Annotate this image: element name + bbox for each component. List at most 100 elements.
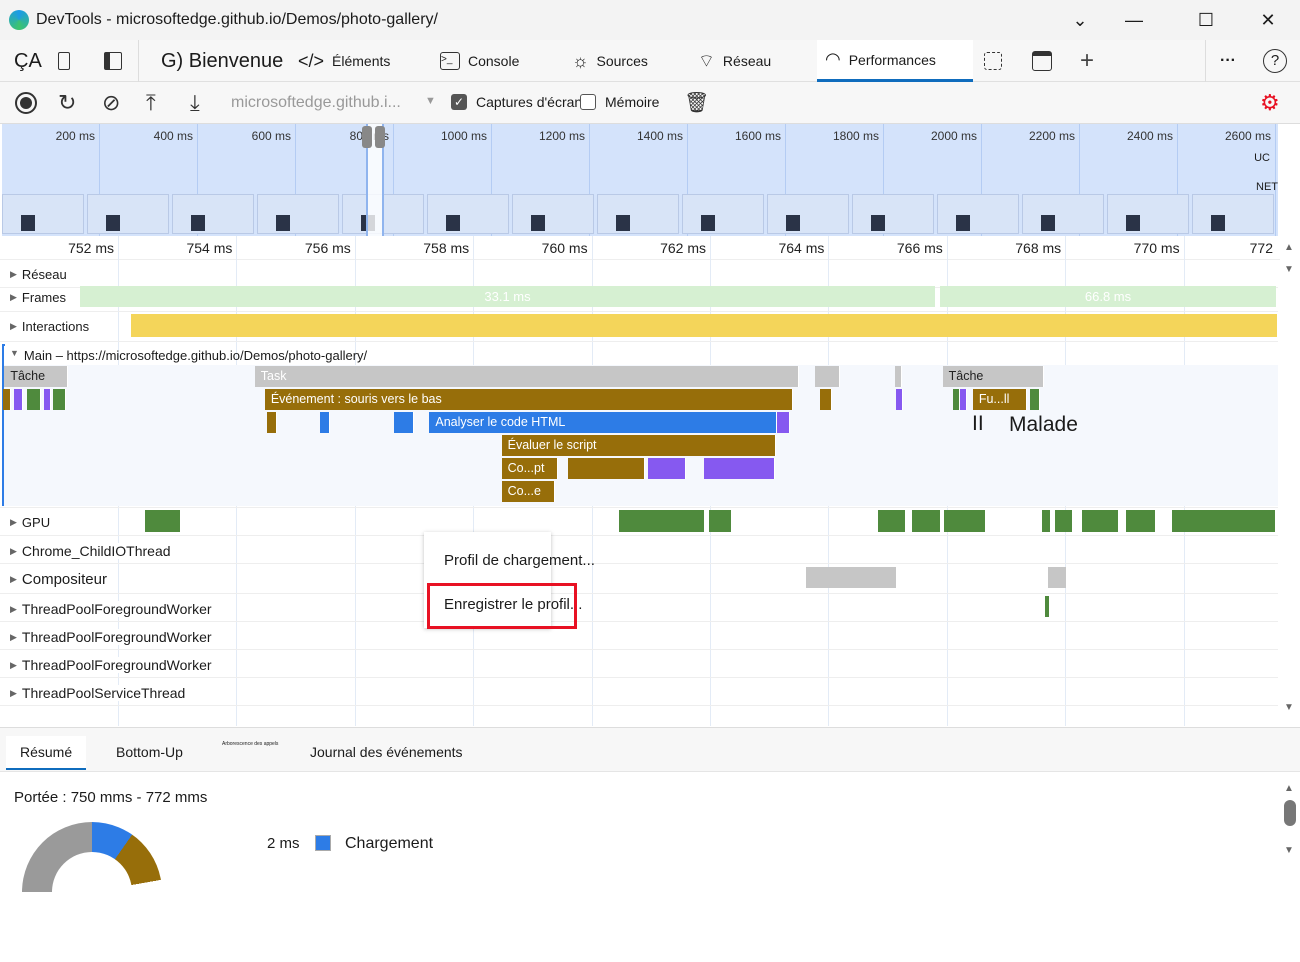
track-compositor[interactable]: ▶ Compositeur (0, 564, 1278, 594)
flame-event[interactable] (567, 458, 645, 479)
flame-event[interactable]: Co...pt (501, 458, 558, 479)
menu-item-save-profile[interactable]: Enregistrer le profil... (444, 596, 583, 613)
flame-event[interactable] (647, 458, 687, 479)
scroll-down-icon[interactable]: ▼ (1284, 702, 1294, 713)
interaction-bar[interactable] (131, 314, 1277, 337)
tab-network[interactable]: ⌔ Réseau (698, 40, 771, 82)
memory-chip-icon[interactable] (984, 40, 1002, 82)
track-interactions[interactable]: ▶ Interactions (0, 312, 1278, 342)
upload-profile-button[interactable]: ⤒ (146, 90, 156, 115)
flame-event[interactable] (896, 389, 904, 410)
track-threadpool-service[interactable]: ▶ ThreadPoolServiceThread (0, 678, 1278, 706)
flame-event[interactable] (952, 389, 960, 410)
flame-event[interactable] (1029, 389, 1041, 410)
gpu-event[interactable] (911, 510, 940, 532)
track-threadpool-2[interactable]: ▶ ThreadPoolForegroundWorker (0, 622, 1278, 650)
expand-icon[interactable]: ▶ (10, 321, 17, 331)
flame-chart[interactable]: Tâche Task Tâche Événement : souris vers le… (0, 366, 1278, 506)
close-button[interactable]: ✕ (1260, 10, 1276, 30)
scroll-down-icon[interactable]: ▼ (1284, 845, 1294, 856)
screenshot-thumbnail[interactable] (682, 194, 764, 234)
overview-selection[interactable] (366, 124, 384, 236)
gpu-event[interactable] (1125, 510, 1156, 532)
screenshot-thumbnail[interactable] (87, 194, 169, 234)
more-options-button[interactable]: ··· (1220, 52, 1236, 69)
gpu-event[interactable] (619, 510, 705, 532)
track-frames[interactable]: 33.1 ms 66.8 ms ▶ Frames (0, 284, 1278, 312)
scroll-up-icon[interactable]: ▲ (1284, 783, 1294, 794)
expand-icon[interactable]: ▶ (10, 517, 17, 527)
flame-event[interactable] (777, 412, 790, 433)
tab-elements[interactable]: </> Éléments (298, 40, 390, 82)
application-icon[interactable] (1032, 40, 1052, 82)
gpu-event[interactable] (1082, 510, 1119, 532)
expand-icon[interactable]: ▶ (10, 269, 17, 279)
flame-event[interactable] (894, 366, 903, 387)
timeline-scrollbar[interactable]: ▲ ▼ ▼ (1280, 236, 1300, 726)
details-scrollbar-thumb[interactable] (1284, 800, 1296, 826)
menu-item-load-profile[interactable]: Profil de chargement... (444, 552, 595, 569)
flame-event[interactable]: Tâche (4, 366, 68, 387)
screenshot-thumbnail[interactable] (1022, 194, 1104, 234)
track-child-io-thread[interactable]: ▶ Chrome_ChildIOThread (0, 536, 1278, 564)
gpu-event[interactable] (709, 510, 732, 532)
selection-handle-right[interactable] (375, 126, 385, 148)
expand-icon[interactable]: ▶ (10, 603, 17, 614)
flame-event[interactable] (14, 389, 24, 410)
flame-event[interactable] (2, 389, 12, 410)
flame-event[interactable]: Task (254, 366, 800, 387)
tab-welcome[interactable]: G) Bienvenue (161, 49, 284, 72)
tab-performance[interactable]: ◠ Performances (817, 40, 973, 82)
device-emulation-icon[interactable] (58, 40, 70, 82)
expand-icon[interactable]: ▶ (10, 292, 17, 302)
dropdown-icon[interactable]: ⌄ (1072, 10, 1088, 30)
flame-event[interactable] (27, 389, 42, 410)
flame-event[interactable]: Co...e (501, 481, 555, 502)
track-main[interactable]: ▼ Main – https://microsoftedge.github.io/… (0, 342, 1278, 508)
add-tab-button[interactable]: + (1080, 47, 1095, 74)
screenshot-thumbnail[interactable] (597, 194, 679, 234)
flame-event[interactable] (394, 412, 414, 433)
trash-icon[interactable]: 🗑 (684, 92, 710, 114)
clear-button[interactable]: ⊘ (102, 90, 121, 115)
screenshot-thumbnail[interactable] (1107, 194, 1189, 234)
expand-icon[interactable]: ▶ (10, 631, 17, 642)
screenshot-thumbnail[interactable] (512, 194, 594, 234)
tab-bottom-up[interactable]: Bottom-Up (116, 744, 183, 760)
memory-checkbox[interactable] (580, 94, 596, 110)
selection-handle-left[interactable] (362, 126, 372, 148)
screenshots-checkbox[interactable]: ✓ (451, 94, 467, 110)
flame-event[interactable] (704, 458, 776, 479)
expand-icon[interactable]: ▶ (10, 659, 17, 670)
expand-icon[interactable]: ▶ (10, 687, 17, 698)
flame-event[interactable]: Tâche (942, 366, 1045, 387)
gpu-event[interactable] (1041, 510, 1050, 532)
tab-event-log[interactable]: Journal des événements (310, 744, 463, 760)
scroll-up-icon[interactable]: ▲ (1284, 242, 1294, 253)
flame-event[interactable] (44, 389, 52, 410)
screenshot-thumbnail[interactable] (767, 194, 849, 234)
gpu-event[interactable] (1172, 510, 1276, 532)
tab-summary[interactable]: Résumé (6, 736, 87, 770)
tab-console[interactable]: >_ Console (440, 40, 519, 82)
help-button[interactable]: ? (1263, 40, 1287, 82)
flame-event[interactable] (52, 389, 67, 410)
expand-icon[interactable]: ▶ (10, 574, 17, 584)
screenshot-thumbnail[interactable] (937, 194, 1019, 234)
track-gpu[interactable]: ▶ GPU (0, 508, 1278, 536)
track-threadpool-1[interactable]: ▶ ThreadPoolForegroundWorker (0, 594, 1278, 622)
screenshot-thumbnail[interactable] (1192, 194, 1274, 234)
recording-select[interactable]: microsoftedge.github.i... (231, 94, 401, 111)
record-button[interactable] (15, 92, 37, 114)
gpu-event[interactable] (944, 510, 985, 532)
inspect-button[interactable]: ÇA (14, 49, 42, 72)
flame-event[interactable] (959, 389, 967, 410)
track-threadpool-3[interactable]: ▶ ThreadPoolForegroundWorker (0, 650, 1278, 678)
screenshot-thumbnail[interactable] (172, 194, 254, 234)
dock-sidebar-icon[interactable] (104, 40, 122, 82)
gpu-event[interactable] (1055, 510, 1073, 532)
flame-event[interactable] (266, 412, 277, 433)
screenshot-thumbnail[interactable] (852, 194, 934, 234)
expand-icon[interactable]: ▶ (10, 545, 17, 556)
